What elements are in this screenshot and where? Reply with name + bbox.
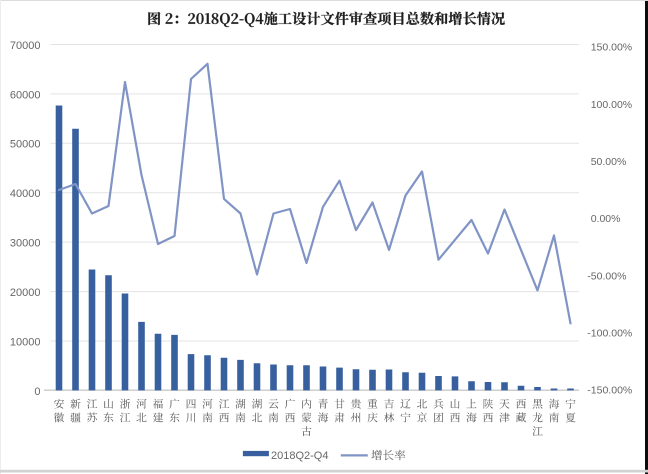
svg-text:100.00%: 100.00% (591, 99, 632, 111)
svg-text:150.00%: 150.00% (591, 42, 632, 54)
svg-text:2018Q2-Q4: 2018Q2-Q4 (271, 450, 328, 462)
svg-text:-50.00%: -50.00% (587, 270, 626, 282)
svg-text:40000: 40000 (10, 188, 41, 200)
svg-text:10000: 10000 (10, 336, 41, 348)
svg-text:50000: 50000 (10, 139, 41, 151)
svg-text:50.00%: 50.00% (591, 156, 627, 168)
svg-text:0.00%: 0.00% (591, 213, 621, 225)
svg-text:30000: 30000 (10, 238, 41, 250)
svg-text:0: 0 (34, 386, 40, 398)
svg-text:-100.00%: -100.00% (587, 328, 632, 340)
svg-text:-150.00%: -150.00% (587, 385, 632, 397)
svg-text:60000: 60000 (10, 89, 41, 101)
svg-text:70000: 70000 (10, 40, 41, 52)
svg-text:20000: 20000 (10, 287, 41, 299)
